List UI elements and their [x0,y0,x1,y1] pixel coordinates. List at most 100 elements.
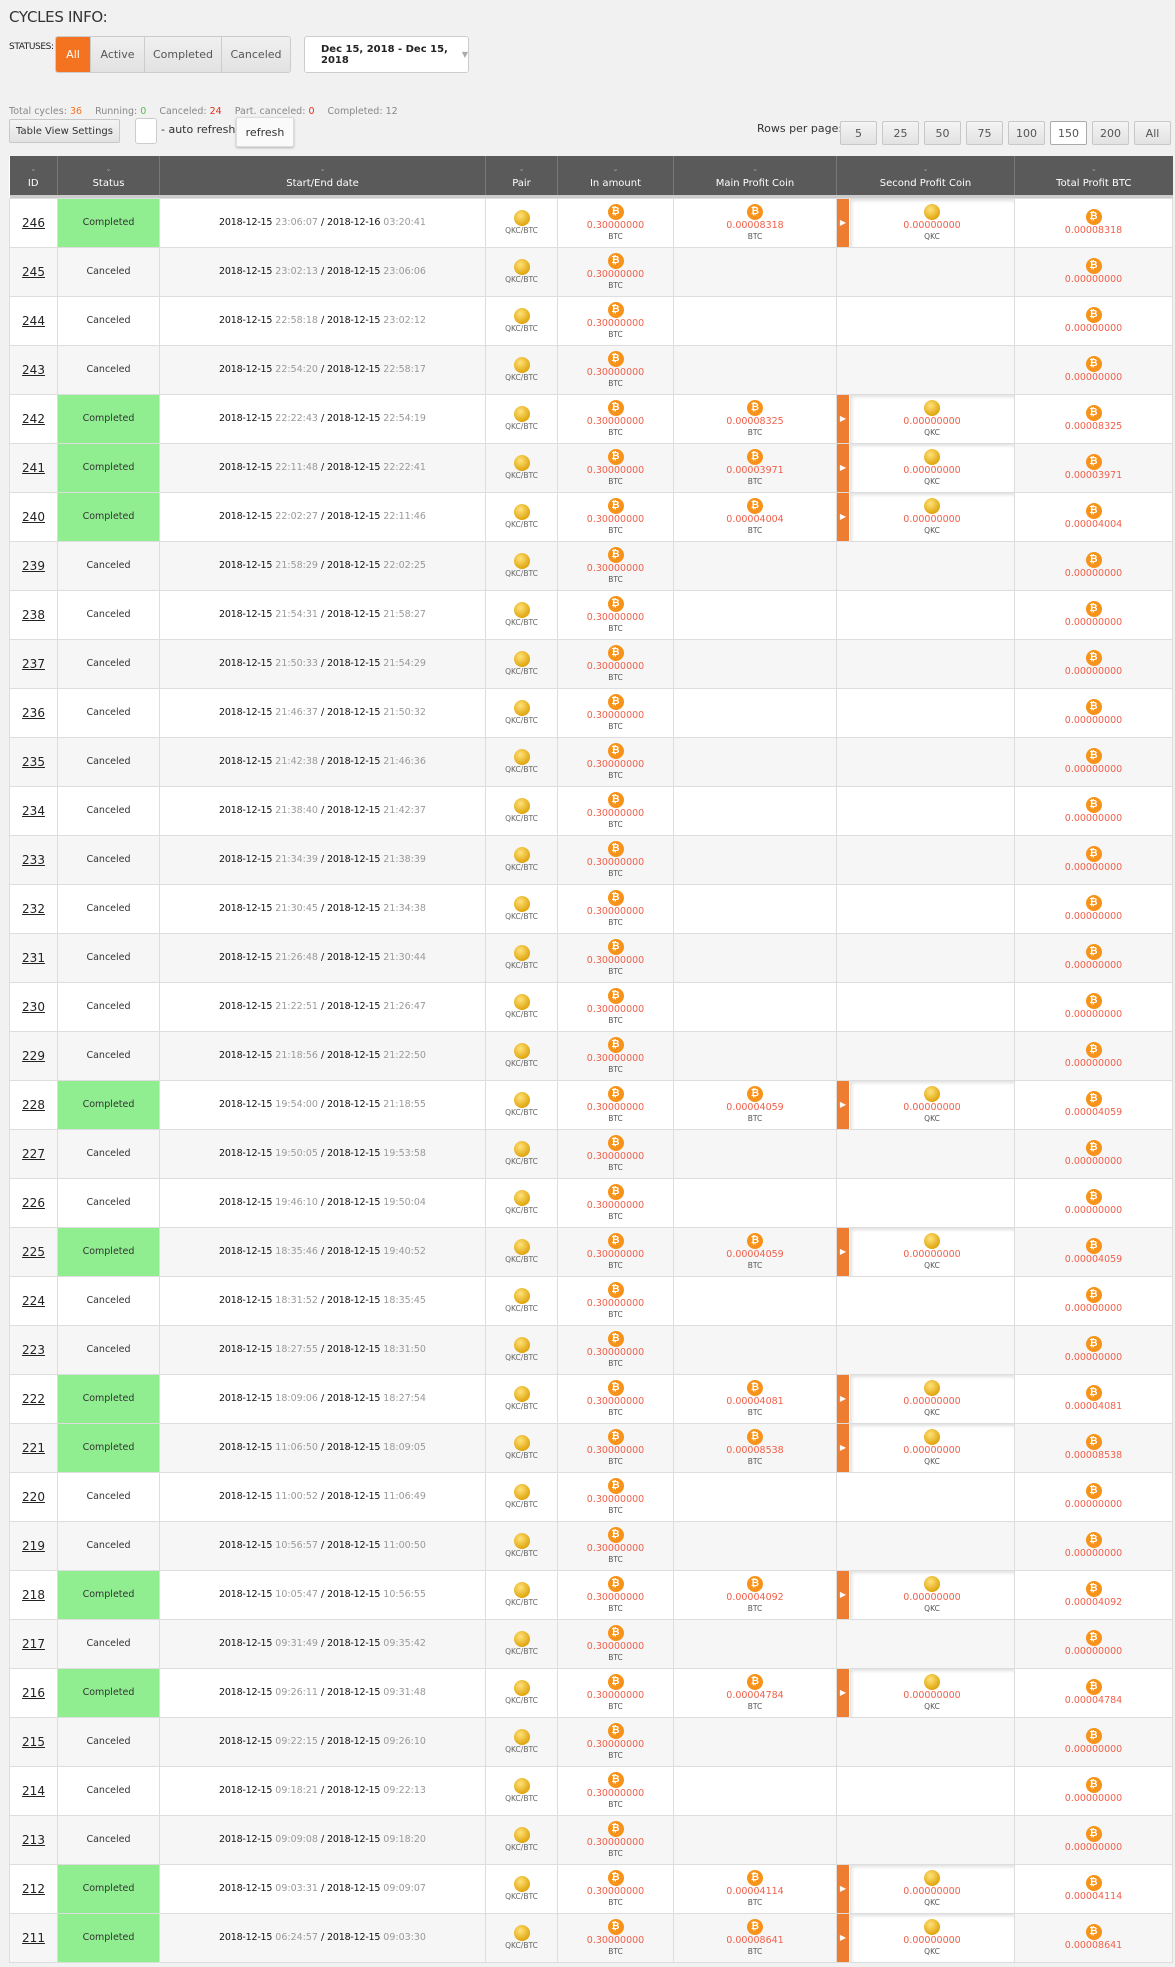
expand-toggle[interactable]: ▶ [837,198,849,247]
rows-per-page-150[interactable]: 150 [1050,121,1087,145]
column-header-date[interactable]: ⌄ Start/End date [159,156,486,195]
cycle-id-link[interactable]: 234 [22,803,45,818]
cycle-id-link[interactable]: 242 [22,411,45,426]
column-header-id[interactable]: ⌄ ID [9,156,58,195]
rows-per-page-25[interactable]: 25 [882,121,919,145]
expand-toggle[interactable]: ▶ [837,1423,849,1472]
end-date: 2018-12-15 [327,1540,381,1551]
pair-cell: QKC/BTC [485,1226,558,1277]
second-profit-cell [836,1471,1015,1522]
bitcoin-icon: ₿ [747,1673,763,1690]
date-range-picker[interactable]: Dec 15, 2018 - Dec 15, 2018 ▼ [304,36,469,73]
expand-toggle[interactable]: ▶ [837,1227,849,1276]
cycle-id-link[interactable]: 213 [22,1832,45,1847]
column-header-total-profit[interactable]: ⌄ Total Profit BTC [1014,156,1173,195]
cycle-id-link[interactable]: 233 [22,852,45,867]
status-badge: Canceled [86,1736,131,1747]
pair-label: QKC/BTC [505,863,538,872]
cycle-id-link[interactable]: 216 [22,1685,45,1700]
expand-toggle[interactable]: ▶ [837,1374,849,1423]
column-header-in-amount[interactable]: ⌄ In amount [557,156,674,195]
in-amount-value: 0.30000000 [586,1003,645,1015]
rows-per-page-100[interactable]: 100 [1008,121,1045,145]
column-header-pair[interactable]: ⌄ Pair [485,156,558,195]
main-profit-unit: BTC [747,1456,763,1466]
cycle-id-link[interactable]: 236 [22,705,45,720]
status-cell: Canceled [57,1275,160,1326]
rows-per-page-5[interactable]: 5 [840,121,877,145]
rows-per-page-all[interactable]: All [1134,121,1171,145]
auto-refresh-checkbox[interactable] [135,118,157,144]
expand-toggle[interactable]: ▶ [837,1668,849,1717]
id-cell: 227 [9,1128,58,1179]
cycle-id-link[interactable]: 230 [22,999,45,1014]
main-profit-cell [673,834,837,885]
cycle-id-link[interactable]: 220 [22,1489,45,1504]
cycle-id-link[interactable]: 221 [22,1440,45,1455]
cycle-id-link[interactable]: 245 [22,264,45,279]
cycle-id-link[interactable]: 243 [22,362,45,377]
cycle-id-link[interactable]: 232 [22,901,45,916]
cycle-id-link[interactable]: 223 [22,1342,45,1357]
end-date: 2018-12-15 [327,658,381,669]
cycle-id-link[interactable]: 246 [22,215,45,230]
total-profit-cell: ₿ 0.00000000 [1014,1716,1173,1767]
cycle-id-link[interactable]: 211 [22,1930,45,1945]
cycle-id-link[interactable]: 217 [22,1636,45,1651]
cycle-id-link[interactable]: 214 [22,1783,45,1798]
bitcoin-icon: ₿ [1085,1874,1102,1891]
rows-per-page-50[interactable]: 50 [924,121,961,145]
expand-toggle[interactable]: ▶ [837,1864,849,1913]
cycle-id-link[interactable]: 222 [22,1391,45,1406]
in-amount-value: 0.30000000 [586,1101,645,1113]
rows-per-page-75[interactable]: 75 [966,121,1003,145]
column-header-status[interactable]: ⌄ Status [57,156,160,195]
end-date: 2018-12-15 [327,1687,381,1698]
pair-label: QKC/BTC [505,471,538,480]
cycle-id-link[interactable]: 228 [22,1097,45,1112]
second-profit-cell: ▶ 0.00000000 QKC [836,1422,1015,1473]
cycle-id-link[interactable]: 212 [22,1881,45,1896]
main-profit-value: 0.00004059 [726,1248,784,1260]
main-profit-cell [673,1177,837,1228]
expand-toggle[interactable]: ▶ [837,394,849,443]
status-badge: Canceled [86,1295,131,1306]
date-cell: 2018-12-15 10:56:57 / 2018-12-15 11:00:5… [159,1520,486,1571]
status-filter-completed[interactable]: Completed [145,37,222,72]
cycle-id-link[interactable]: 224 [22,1293,45,1308]
refresh-button[interactable]: refresh [236,117,294,147]
cycle-id-link[interactable]: 244 [22,313,45,328]
cycle-id-link[interactable]: 241 [22,460,45,475]
cycle-id-link[interactable]: 235 [22,754,45,769]
cycle-id-link[interactable]: 238 [22,607,45,622]
expand-toggle[interactable]: ▶ [837,1913,849,1962]
id-cell: 228 [9,1079,58,1130]
expand-toggle[interactable]: ▶ [837,1570,849,1619]
status-filter-all[interactable]: All [56,37,91,72]
play-arrow-icon: ▶ [839,1933,847,1942]
cycle-id-link[interactable]: 229 [22,1048,45,1063]
end-date: 2018-12-15 [327,511,381,522]
expand-toggle[interactable]: ▶ [837,1080,849,1129]
status-filter-canceled[interactable]: Canceled [222,37,290,72]
cycle-id-link[interactable]: 231 [22,950,45,965]
cycle-id-link[interactable]: 239 [22,558,45,573]
cycle-id-link[interactable]: 215 [22,1734,45,1749]
table-view-settings-button[interactable]: Table View Settings [9,119,120,143]
status-filter-active[interactable]: Active [91,37,145,72]
expand-toggle[interactable]: ▶ [837,492,849,541]
bitcoin-icon: ₿ [1085,1727,1102,1744]
cycle-id-link[interactable]: 226 [22,1195,45,1210]
cycle-id-link[interactable]: 237 [22,656,45,671]
column-header-main-profit[interactable]: ⌄ Main Profit Coin [673,156,837,195]
cycle-id-link[interactable]: 227 [22,1146,45,1161]
bitcoin-icon: ₿ [607,1624,624,1641]
cycle-id-link[interactable]: 219 [22,1538,45,1553]
cycle-id-link[interactable]: 218 [22,1587,45,1602]
column-header-second-profit[interactable]: ⌄ Second Profit Coin [836,156,1015,195]
cycle-id-link[interactable]: 240 [22,509,45,524]
bitcoin-icon: ₿ [1085,894,1102,911]
expand-toggle[interactable]: ▶ [837,443,849,492]
cycle-id-link[interactable]: 225 [22,1244,45,1259]
rows-per-page-200[interactable]: 200 [1092,121,1129,145]
